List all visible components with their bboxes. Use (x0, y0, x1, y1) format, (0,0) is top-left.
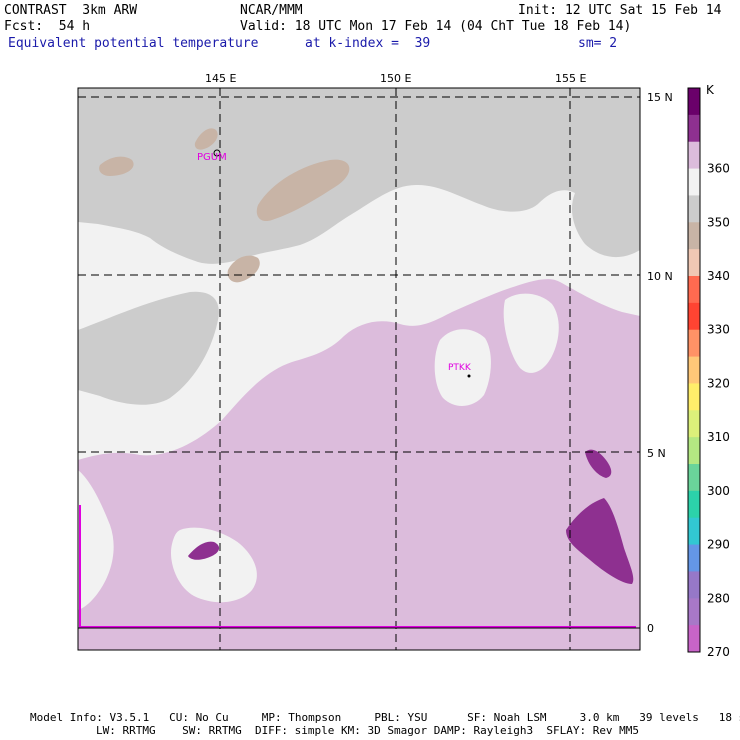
contour-region-350 (78, 291, 219, 405)
contour-region-355 (434, 329, 491, 406)
colorbar-swatch (688, 598, 700, 626)
forecast-hour: Fcst: 54 h (4, 19, 91, 34)
longitude-label: 145 E (205, 72, 236, 85)
graticule (78, 88, 640, 650)
colorbar-swatch (688, 88, 700, 116)
colorbar-swatch (688, 544, 700, 572)
colorbar-swatch (688, 410, 700, 438)
contour-region-355 (170, 527, 257, 603)
valid-time: Valid: 18 UTC Mon 17 Feb 14 (04 ChT Tue … (240, 19, 632, 34)
boundary-line (79, 505, 636, 628)
colorbar-swatch (688, 383, 700, 411)
longitude-label: 155 E (555, 72, 586, 85)
level-info: at k-index = 39 (305, 36, 431, 51)
colorbar-swatch (688, 249, 700, 277)
colorbar-swatch (688, 329, 700, 358)
station-label: PTKK (448, 363, 472, 373)
contour-region-365 (188, 541, 220, 560)
colorbar-swatch (688, 464, 700, 492)
colorbar-label: 290 (707, 538, 730, 552)
contour-region-355 (503, 293, 559, 373)
colorbar-swatch (688, 168, 700, 196)
latitude-label: 5 N (647, 447, 666, 460)
init-time: Init: 12 UTC Sat 15 Feb 14 (518, 3, 722, 18)
model-info-line2: LW: RRTMG SW: RRTMG DIFF: simple KM: 3D … (96, 724, 640, 737)
model-info-line1: Model Info: V3.5.1 CU: No Cu MP: Thompso… (30, 711, 740, 724)
colorbar-frame (687, 87, 701, 653)
colorbar: 360 350 340 330 320 310 300 290 280 270 (687, 87, 730, 659)
colorbar-label: 270 (707, 645, 730, 659)
model-title: CONTRAST 3km ARW (4, 3, 138, 18)
contour-region-345 (194, 128, 218, 150)
field-name: Equivalent potential temperature (8, 36, 259, 51)
contour-region-345 (227, 255, 260, 283)
contour-region-345 (99, 156, 134, 176)
colorbar-swatch (688, 625, 700, 653)
colorbar-swatch (688, 437, 700, 465)
colorbar-swatch (688, 356, 700, 384)
longitude-label: 150 E (380, 72, 411, 85)
colorbar-label: 360 (707, 162, 730, 176)
colorbar-swatch (688, 517, 700, 546)
organization: NCAR/MMM (240, 3, 303, 18)
map-panel (78, 88, 640, 650)
contour-region-350 (78, 88, 640, 264)
colorbar-swatch (688, 114, 700, 143)
colorbar-label: 280 (707, 591, 730, 605)
station-marker-pgum (213, 149, 221, 157)
contour-region-365 (585, 449, 612, 478)
colorbar-swatch (688, 276, 700, 304)
contour-region-345 (256, 159, 350, 222)
colorbar-swatch (688, 222, 700, 250)
station-marker-ptkk (467, 374, 471, 378)
colorbar-unit: K (706, 83, 715, 97)
station-label: PGUM (197, 152, 227, 163)
latitude-label: 0 (647, 622, 654, 635)
smoothing: sm= 2 (578, 36, 618, 51)
colorbar-label: 320 (707, 376, 730, 390)
colorbar-label: 350 (707, 215, 730, 229)
colorbar-swatch (688, 302, 700, 331)
colorbar-label: 300 (707, 484, 730, 498)
colorbar-label: 330 (707, 323, 730, 337)
map-frame (77, 87, 641, 651)
latitude-label: 15 N (647, 91, 673, 104)
colorbar-label: 340 (707, 269, 730, 283)
colorbar-swatch (688, 571, 700, 599)
colorbar-swatch (688, 141, 700, 170)
colorbar-label: 310 (707, 430, 730, 444)
colorbar-swatch (688, 195, 700, 223)
latitude-label: 10 N (647, 270, 673, 283)
contour-region-365 (566, 498, 634, 584)
colorbar-swatch (688, 490, 700, 519)
contour-region-355 (78, 470, 114, 610)
